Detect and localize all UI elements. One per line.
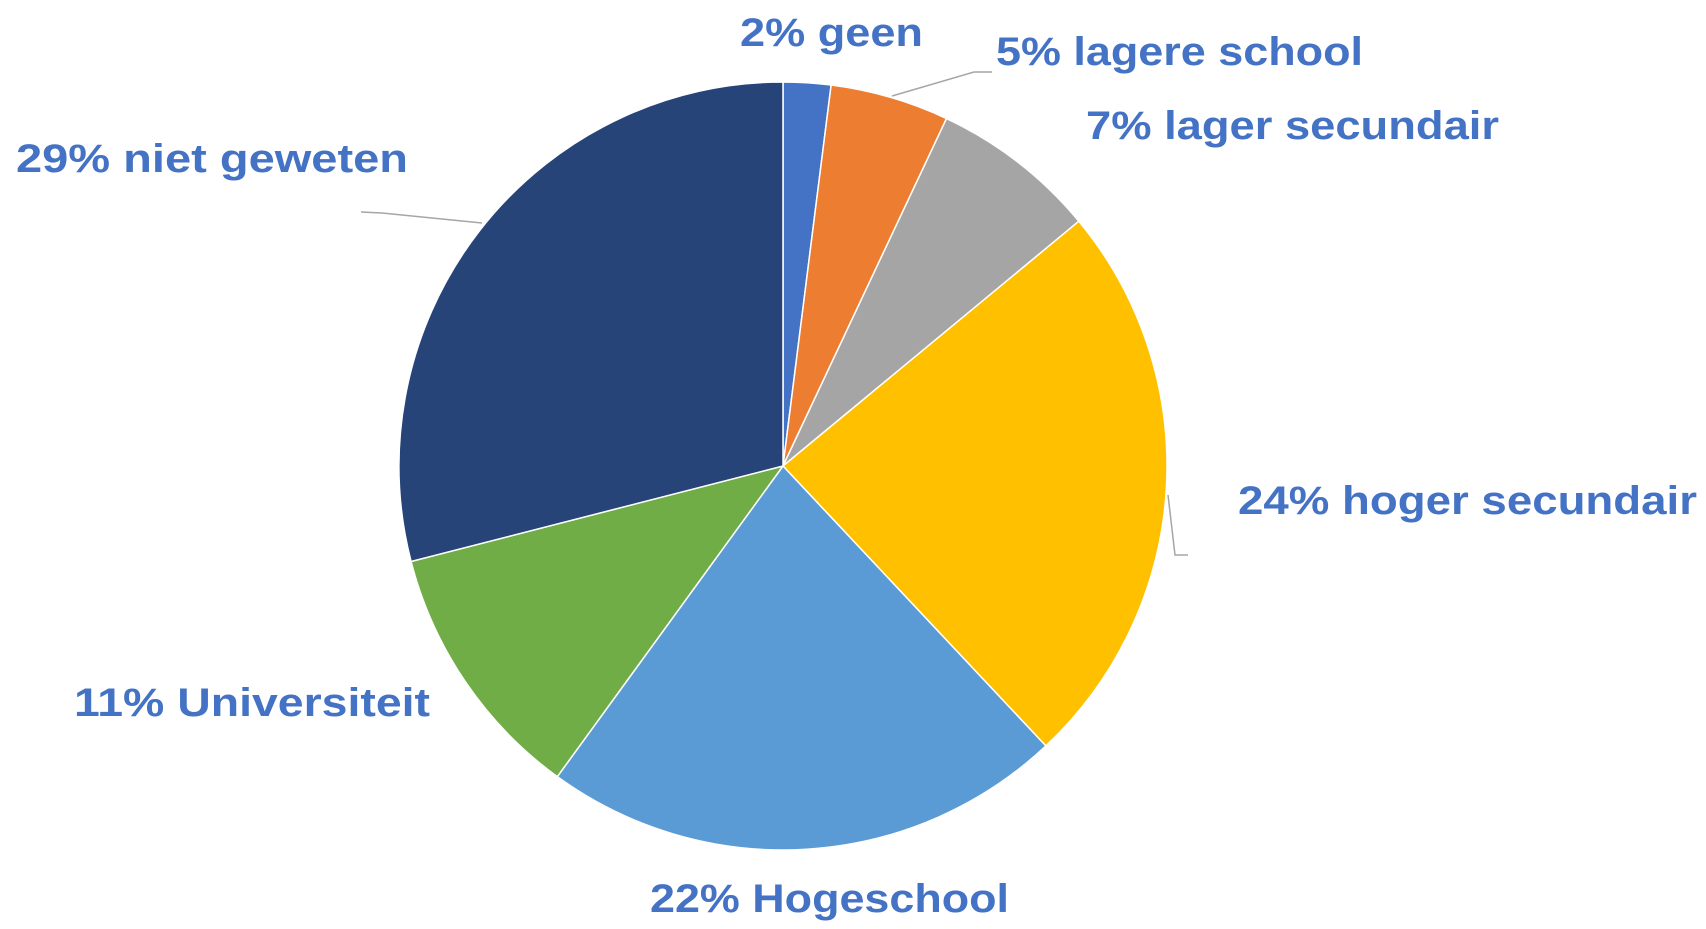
label-value: 22% — [650, 877, 740, 921]
label-value: 11% — [74, 681, 164, 725]
label-category: hoger secundair — [1342, 479, 1697, 523]
label-value: 5% — [996, 30, 1061, 74]
leader-line — [360, 211, 483, 224]
pie-slice — [781, 220, 1168, 747]
label-category: lagere school — [1073, 30, 1363, 74]
label-category: geen — [818, 11, 923, 55]
label-value: 7% — [1086, 104, 1151, 148]
label-value: 2% — [740, 11, 805, 55]
label-category: lager secundair — [1164, 104, 1499, 148]
data-label: 5% lagere school — [996, 30, 1363, 74]
label-value: 24% — [1238, 479, 1329, 523]
leader-line — [891, 71, 992, 97]
label-value: 29% — [16, 137, 110, 181]
pie-slice — [556, 464, 1047, 851]
data-label: 29% niet geweten — [16, 137, 408, 181]
data-label: 2% geen — [740, 11, 923, 55]
pie-slice — [782, 117, 1080, 467]
pie-slice — [410, 464, 785, 778]
label-category: Universiteit — [177, 681, 430, 725]
label-category: niet geweten — [123, 137, 408, 181]
data-label: 11% Universiteit — [74, 681, 430, 725]
label-category: Hogeschool — [752, 877, 1009, 921]
data-label: 7% lager secundair — [1086, 104, 1499, 148]
leader-line — [1167, 494, 1188, 556]
pie-slice — [398, 81, 784, 563]
data-label: 22% Hogeschool — [650, 877, 1009, 921]
data-label: 24% hoger secundair — [1238, 479, 1697, 523]
